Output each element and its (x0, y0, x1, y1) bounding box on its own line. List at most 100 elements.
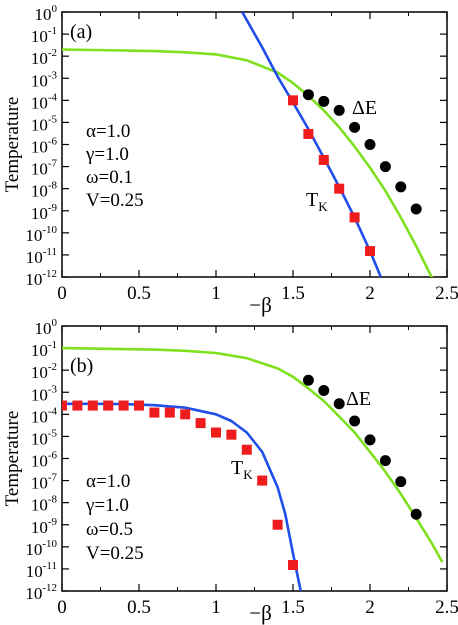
parameter-label: V=0.25 (86, 190, 144, 211)
x-tick-label: 1 (211, 283, 221, 304)
x-tick-label: 2.5 (435, 283, 458, 304)
x-tick-label: 0 (57, 283, 67, 304)
y-tick-label: 10-1 (31, 339, 57, 360)
delta-e-point (364, 139, 376, 150)
y-tick-label: 10-6 (31, 450, 58, 471)
x-tick-label: 0.5 (127, 283, 151, 304)
delta-e-point (333, 398, 345, 410)
delta-e-point (302, 374, 314, 386)
panel-label: (a) (70, 21, 92, 43)
delta-e-label: ΔE (346, 388, 371, 410)
y-tick-label: 10-8 (31, 494, 58, 515)
x-axis-label: −β (249, 601, 272, 625)
tk-point (365, 246, 375, 257)
x-tick-label: 2 (365, 283, 375, 304)
x-tick-label: 1.5 (281, 597, 305, 618)
chart-panel-a: 0 0.5 1 1.5 2 2.510010-110-210-310-410-510-61… (2, 3, 458, 317)
delta-e-point (364, 434, 376, 446)
y-tick-label: 10-11 (26, 560, 57, 581)
delta-e-label: ΔE (352, 97, 377, 119)
data-layer (62, 346, 444, 591)
parameter-label: ω=0.1 (86, 167, 133, 188)
y-tick-label: 10-12 (25, 268, 57, 289)
tk-label: TK (231, 457, 253, 482)
delta-e-point (379, 161, 391, 173)
y-tick-label: 10-7 (31, 158, 58, 179)
tk-point (318, 154, 329, 165)
parameter-label: V=0.25 (86, 543, 144, 564)
tk-point (257, 475, 268, 486)
parameter-label: γ=1.0 (85, 144, 129, 165)
y-tick-label: 100 (35, 3, 58, 24)
y-tick-label: 10-5 (31, 427, 58, 448)
tk-point (118, 400, 129, 411)
tk-point (288, 560, 298, 571)
parameter-label: ω=0.5 (86, 519, 133, 540)
tk-point (211, 427, 221, 438)
delta-e-point (379, 455, 391, 467)
y-tick-label: 10-5 (31, 113, 58, 134)
tk-point (164, 407, 175, 418)
delta-e-point (349, 121, 361, 133)
tk-point (226, 429, 237, 440)
delta-e-fit-line (62, 346, 444, 563)
tk-point (134, 400, 144, 411)
tk-point (103, 400, 114, 411)
x-axis-label: −β (249, 293, 272, 317)
tk-point (87, 400, 98, 411)
y-tick-label: 10-9 (31, 516, 58, 537)
x-tick-label: 2 (365, 597, 375, 618)
tk-fit-line (241, 12, 383, 277)
tk-point (349, 212, 360, 223)
y-tick-label: 10-10 (25, 538, 57, 559)
y-tick-label: 10-6 (31, 136, 58, 157)
data-layer (62, 12, 434, 277)
y-tick-label: 10-10 (25, 224, 57, 245)
y-tick-label: 10-2 (31, 361, 57, 382)
y-tick-label: 10-11 (26, 246, 57, 267)
delta-e-point (333, 104, 345, 116)
y-tick-label: 10-3 (31, 383, 58, 404)
tk-point (72, 400, 83, 411)
parameter-label: α=1.0 (86, 121, 130, 142)
y-tick-label: 10-2 (31, 47, 57, 68)
tk-label: TK (306, 189, 328, 214)
tk-point (62, 400, 67, 411)
tk-point (149, 407, 160, 418)
delta-e-point (302, 89, 314, 101)
x-tick-label: 1.5 (281, 283, 305, 304)
y-tick-label: 10-8 (31, 180, 58, 201)
tk-point (241, 444, 252, 455)
y-tick-label: 10-12 (25, 582, 57, 603)
chart-panel-b: 0 0.5 1 1.5 2 2.510010-110-210-310-410-510-61… (2, 317, 458, 625)
y-axis-label: Temperature (2, 411, 23, 507)
panel-label: (b) (70, 355, 93, 377)
delta-e-point (395, 181, 407, 193)
tk-point (180, 409, 191, 420)
tk-point (288, 95, 298, 106)
delta-e-point (395, 476, 407, 488)
y-tick-label: 10-1 (31, 25, 57, 46)
delta-e-point (349, 415, 361, 427)
x-tick-label: 0.5 (127, 597, 151, 618)
y-tick-label: 100 (35, 317, 58, 338)
tk-point (303, 128, 314, 139)
parameter-label: α=1.0 (86, 471, 130, 492)
x-tick-label: 1 (211, 597, 221, 618)
y-tick-label: 10-4 (31, 405, 58, 426)
x-tick-label: 2.5 (435, 597, 458, 618)
y-tick-label: 10-3 (31, 69, 58, 90)
delta-e-point (318, 95, 330, 107)
y-tick-label: 10-9 (31, 202, 58, 223)
delta-e-point (410, 203, 422, 215)
tk-point (272, 519, 283, 530)
y-tick-label: 10-4 (31, 91, 58, 112)
x-tick-label: 0 (57, 597, 67, 618)
delta-e-point (410, 508, 422, 520)
tk-point (195, 418, 206, 429)
tk-point (334, 183, 345, 194)
delta-e-point (318, 385, 330, 397)
parameter-label: γ=1.0 (85, 495, 129, 516)
y-tick-label: 10-7 (31, 472, 58, 493)
